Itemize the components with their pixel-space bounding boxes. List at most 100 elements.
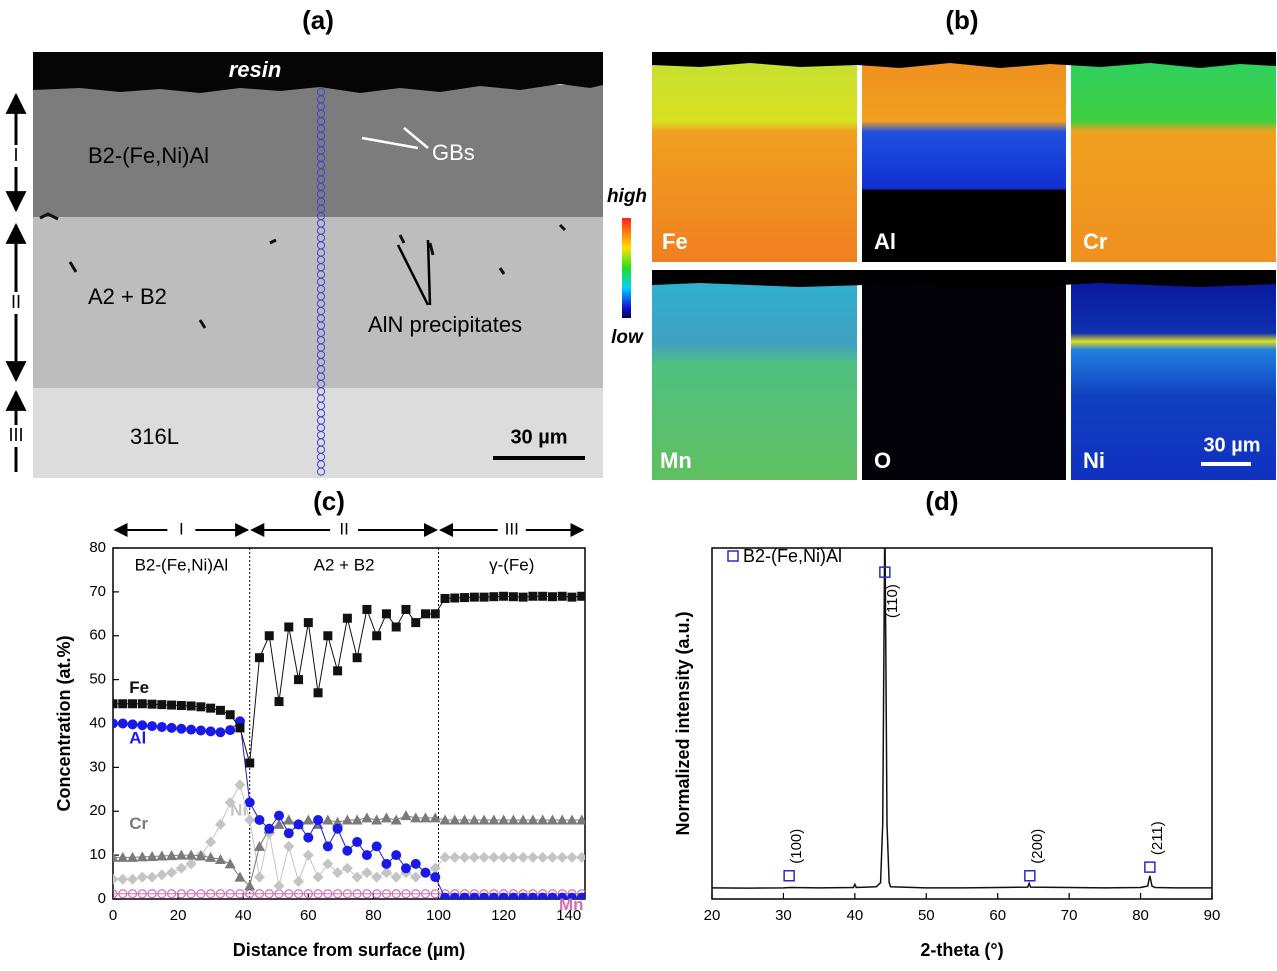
- data-point: [488, 851, 500, 863]
- series-label: Cr: [129, 814, 148, 833]
- data-point: [390, 814, 402, 825]
- data-point: [284, 889, 294, 899]
- data-point: [205, 836, 217, 848]
- label: A2 + B2: [88, 284, 167, 309]
- data-point: [546, 814, 558, 825]
- data-point: [391, 622, 401, 632]
- data-point: [113, 889, 118, 899]
- data-point: [137, 889, 147, 899]
- data-point: [293, 875, 305, 887]
- data-point: [459, 892, 470, 899]
- data-point: [284, 622, 294, 632]
- data-point: [235, 889, 245, 899]
- data-point: [351, 814, 363, 825]
- data-point: [517, 851, 529, 863]
- data-point: [254, 653, 264, 663]
- data-point: [361, 867, 373, 879]
- data-point: [449, 851, 461, 863]
- series-label: Ni: [230, 801, 247, 820]
- data-point: [303, 618, 313, 628]
- data-point: [264, 631, 274, 641]
- legend-marker: [727, 550, 739, 562]
- series-label: Fe: [129, 678, 149, 697]
- precipitates: [39, 212, 567, 329]
- data-point: [419, 812, 431, 823]
- data-point: [352, 889, 362, 899]
- data-point: [508, 892, 519, 899]
- data-point: [167, 700, 177, 710]
- legend-label: B2-(Fe,Ni)Al: [743, 546, 842, 566]
- region-label: III: [505, 519, 519, 538]
- label: AlN precipitates: [368, 312, 522, 337]
- data-point: [440, 593, 450, 603]
- data-point: [420, 867, 431, 878]
- data-point: [312, 871, 324, 883]
- data-point: [341, 862, 353, 874]
- data-point: [283, 814, 295, 825]
- data-point: [264, 889, 274, 899]
- data-point: [117, 851, 129, 862]
- data-point: [127, 851, 139, 862]
- data-point: [234, 871, 246, 882]
- scale-label: 30 µm: [1203, 434, 1260, 456]
- data-point: [333, 666, 343, 676]
- data-point: [557, 892, 568, 899]
- data-point: [113, 699, 118, 709]
- data-point: [195, 850, 207, 861]
- data-point: [411, 618, 421, 628]
- data-point: [449, 892, 460, 899]
- y-tick-label: 30: [89, 758, 106, 775]
- y-tick-label: 10: [89, 846, 106, 863]
- data-point: [225, 889, 235, 899]
- data-point: [401, 604, 411, 614]
- data-point: [176, 701, 186, 711]
- data-point: [371, 871, 383, 883]
- data-point: [372, 631, 382, 641]
- data-point: [537, 892, 548, 899]
- element-map: [1071, 270, 1276, 480]
- data-point: [185, 858, 197, 870]
- peak-marker: [783, 870, 795, 882]
- panel-title: (b): [945, 5, 978, 35]
- label: GBs: [432, 140, 475, 165]
- element-map: [862, 270, 1066, 480]
- data-point: [118, 889, 128, 899]
- data-point: [430, 872, 441, 883]
- data-point: [166, 850, 178, 861]
- data-point: [371, 841, 382, 852]
- data-point: [245, 758, 255, 768]
- x-axis-title: 2-theta (°): [920, 940, 1003, 960]
- color-bar-label: high: [607, 186, 647, 207]
- data-point: [450, 593, 460, 603]
- data-point: [420, 889, 431, 899]
- data-point: [136, 851, 148, 862]
- x-tick-label: 140: [556, 907, 581, 924]
- data-point: [332, 867, 344, 879]
- data-point: [137, 699, 147, 709]
- data-point: [147, 721, 158, 732]
- data-point: [410, 858, 421, 869]
- data-point: [391, 889, 401, 899]
- data-point: [371, 814, 383, 825]
- data-point: [361, 812, 373, 823]
- data-point: [244, 814, 256, 826]
- data-point: [215, 727, 226, 738]
- data-point: [372, 889, 382, 899]
- scan-point: [316, 467, 326, 476]
- data-point: [205, 726, 216, 737]
- data-point: [195, 725, 206, 736]
- data-point: [440, 892, 451, 899]
- data-point: [322, 841, 333, 852]
- data-point: [498, 851, 510, 863]
- color-bar: [622, 218, 631, 318]
- data-point: [362, 604, 372, 614]
- peak-marker: [1024, 870, 1036, 882]
- data-point: [113, 873, 119, 885]
- resin-layer: [33, 52, 603, 93]
- data-point: [196, 889, 206, 899]
- data-point: [224, 858, 236, 869]
- data-point: [381, 858, 392, 869]
- data-point: [537, 851, 549, 863]
- data-point: [468, 851, 480, 863]
